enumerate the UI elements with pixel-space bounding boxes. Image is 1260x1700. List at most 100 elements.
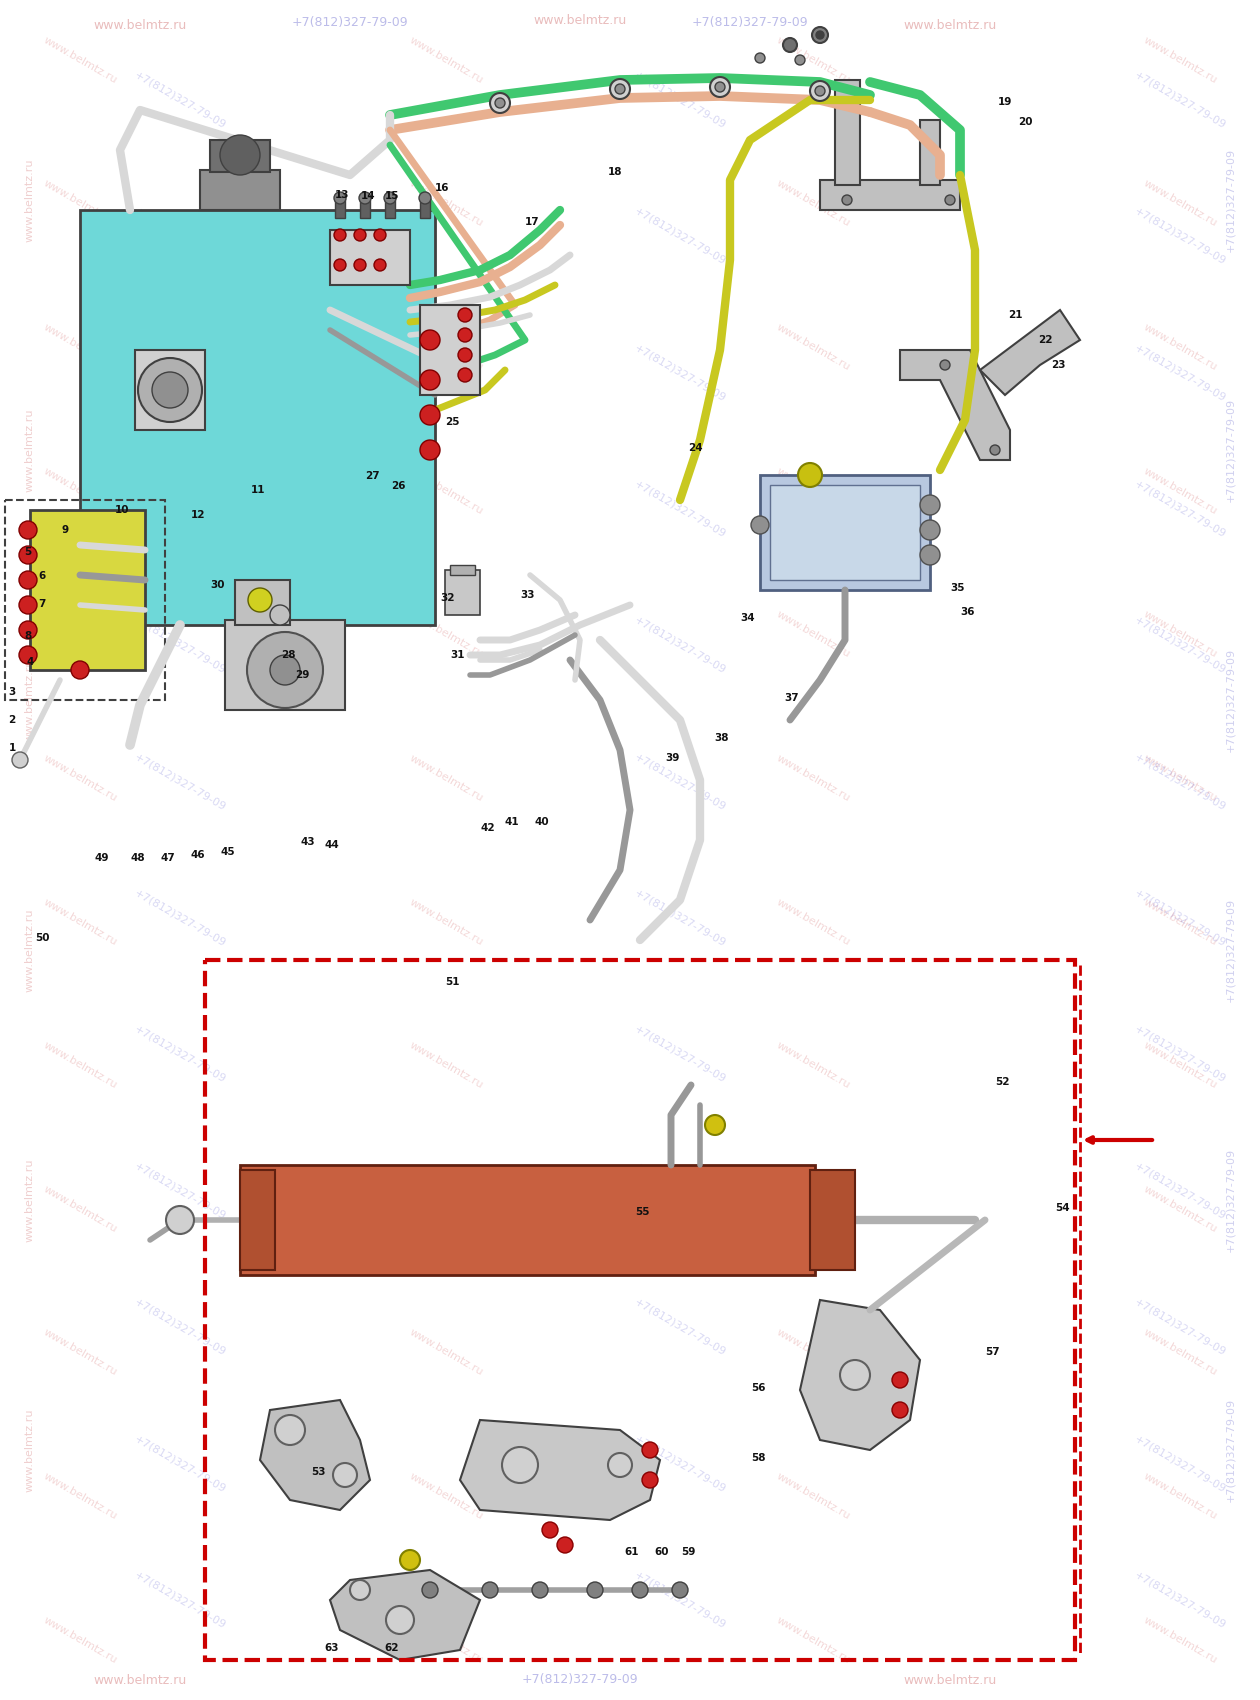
Text: 26: 26 bbox=[391, 481, 406, 491]
Text: www.belmtz.ru: www.belmtz.ru bbox=[42, 34, 118, 85]
Text: www.belmtz.ru: www.belmtz.ru bbox=[408, 896, 485, 947]
Text: www.belmtz.ru: www.belmtz.ru bbox=[775, 1328, 852, 1379]
Text: www.belmtz.ru: www.belmtz.ru bbox=[42, 1615, 118, 1666]
Circle shape bbox=[490, 94, 510, 112]
Text: +7(812)327-79-09: +7(812)327-79-09 bbox=[132, 342, 228, 403]
Circle shape bbox=[643, 1442, 658, 1459]
Bar bbox=[239, 1170, 275, 1270]
Circle shape bbox=[990, 445, 1000, 456]
Text: +7(812)327-79-09: +7(812)327-79-09 bbox=[633, 887, 727, 949]
Text: +7(812)327-79-09: +7(812)327-79-09 bbox=[633, 615, 727, 677]
Text: www.belmtz.ru: www.belmtz.ru bbox=[1142, 1040, 1218, 1091]
Text: www.belmtz.ru: www.belmtz.ru bbox=[1142, 1470, 1218, 1522]
Text: 20: 20 bbox=[1018, 117, 1032, 128]
Circle shape bbox=[798, 462, 822, 486]
Text: www.belmtz.ru: www.belmtz.ru bbox=[408, 609, 485, 660]
Circle shape bbox=[643, 1472, 658, 1488]
Text: +7(812)327-79-09: +7(812)327-79-09 bbox=[633, 70, 727, 131]
Text: www.belmtz.ru: www.belmtz.ru bbox=[408, 1040, 485, 1091]
Text: www.belmtz.ru: www.belmtz.ru bbox=[775, 753, 852, 804]
Text: +7(812)327-79-09: +7(812)327-79-09 bbox=[1133, 615, 1227, 677]
Circle shape bbox=[420, 330, 440, 350]
Bar bbox=[386, 197, 394, 218]
Text: 35: 35 bbox=[951, 583, 965, 593]
Text: +7(812)327-79-09: +7(812)327-79-09 bbox=[132, 887, 228, 949]
Text: www.belmtz.ru: www.belmtz.ru bbox=[775, 896, 852, 947]
Text: 63: 63 bbox=[325, 1642, 339, 1652]
Polygon shape bbox=[820, 180, 960, 211]
Circle shape bbox=[633, 1583, 648, 1598]
Circle shape bbox=[270, 654, 300, 685]
Text: +7(812)327-79-09: +7(812)327-79-09 bbox=[692, 15, 809, 29]
Bar bbox=[420, 304, 480, 394]
Text: www.belmtz.ru: www.belmtz.ru bbox=[93, 19, 186, 32]
Text: 41: 41 bbox=[505, 818, 519, 826]
Text: +7(812)327-79-09: +7(812)327-79-09 bbox=[1133, 1433, 1227, 1494]
Text: www.belmtz.ru: www.belmtz.ru bbox=[42, 466, 118, 517]
Text: 7: 7 bbox=[38, 598, 45, 609]
Text: www.belmtz.ru: www.belmtz.ru bbox=[1142, 34, 1218, 85]
Circle shape bbox=[457, 367, 472, 382]
Text: +7(812)327-79-09: +7(812)327-79-09 bbox=[1133, 1569, 1227, 1630]
Text: 24: 24 bbox=[688, 444, 702, 452]
Circle shape bbox=[374, 258, 386, 270]
Circle shape bbox=[399, 1550, 420, 1571]
Circle shape bbox=[557, 1537, 573, 1554]
Text: www.belmtz.ru: www.belmtz.ru bbox=[25, 408, 35, 491]
Circle shape bbox=[354, 230, 365, 241]
Text: 54: 54 bbox=[1055, 1204, 1070, 1214]
Text: www.belmtz.ru: www.belmtz.ru bbox=[903, 1673, 997, 1686]
Bar bbox=[770, 484, 920, 580]
Circle shape bbox=[940, 360, 950, 371]
Text: 53: 53 bbox=[311, 1467, 325, 1477]
Text: +7(812)327-79-09: +7(812)327-79-09 bbox=[1133, 751, 1227, 813]
Text: 12: 12 bbox=[190, 510, 205, 520]
Circle shape bbox=[270, 605, 290, 626]
Text: 52: 52 bbox=[994, 1078, 1009, 1086]
Text: 4: 4 bbox=[26, 656, 34, 666]
Circle shape bbox=[420, 371, 440, 389]
Text: www.belmtz.ru: www.belmtz.ru bbox=[42, 896, 118, 947]
Text: www.belmtz.ru: www.belmtz.ru bbox=[1142, 1183, 1218, 1234]
Text: +7(812)327-79-09: +7(812)327-79-09 bbox=[1225, 648, 1235, 751]
Circle shape bbox=[333, 1464, 357, 1488]
Text: www.belmtz.ru: www.belmtz.ru bbox=[1142, 466, 1218, 517]
Circle shape bbox=[457, 348, 472, 362]
Text: +7(812)327-79-09: +7(812)327-79-09 bbox=[633, 1433, 727, 1494]
Text: 22: 22 bbox=[1038, 335, 1052, 345]
Text: 18: 18 bbox=[607, 167, 622, 177]
Text: 33: 33 bbox=[520, 590, 536, 600]
Text: +7(812)327-79-09: +7(812)327-79-09 bbox=[1225, 1397, 1235, 1503]
Bar bbox=[200, 170, 280, 211]
Text: +7(812)327-79-09: +7(812)327-79-09 bbox=[1225, 1148, 1235, 1253]
Text: 43: 43 bbox=[301, 836, 315, 847]
Bar bbox=[210, 139, 270, 172]
Text: www.belmtz.ru: www.belmtz.ru bbox=[25, 658, 35, 741]
Bar bbox=[330, 230, 410, 286]
Text: www.belmtz.ru: www.belmtz.ru bbox=[1142, 1615, 1218, 1666]
Text: 30: 30 bbox=[210, 580, 226, 590]
Circle shape bbox=[840, 1360, 869, 1391]
Circle shape bbox=[334, 258, 347, 270]
Circle shape bbox=[920, 546, 940, 564]
Text: +7(812)327-79-09: +7(812)327-79-09 bbox=[132, 751, 228, 813]
Text: 42: 42 bbox=[480, 823, 495, 833]
Bar bbox=[5, 500, 165, 700]
Circle shape bbox=[420, 192, 431, 204]
Text: www.belmtz.ru: www.belmtz.ru bbox=[1142, 321, 1218, 372]
Text: www.belmtz.ru: www.belmtz.ru bbox=[408, 1615, 485, 1666]
Circle shape bbox=[542, 1522, 558, 1538]
Text: 5: 5 bbox=[24, 547, 32, 558]
Text: www.belmtz.ru: www.belmtz.ru bbox=[533, 14, 626, 27]
Circle shape bbox=[795, 54, 805, 65]
Text: +7(812)327-79-09: +7(812)327-79-09 bbox=[291, 15, 408, 29]
Circle shape bbox=[495, 99, 505, 109]
Text: +7(812)327-79-09: +7(812)327-79-09 bbox=[1133, 342, 1227, 403]
Circle shape bbox=[706, 1115, 724, 1136]
Text: www.belmtz.ru: www.belmtz.ru bbox=[775, 321, 852, 372]
Text: 3: 3 bbox=[9, 687, 15, 697]
Circle shape bbox=[714, 82, 724, 92]
Circle shape bbox=[19, 620, 37, 639]
Circle shape bbox=[532, 1583, 548, 1598]
Circle shape bbox=[815, 87, 825, 95]
